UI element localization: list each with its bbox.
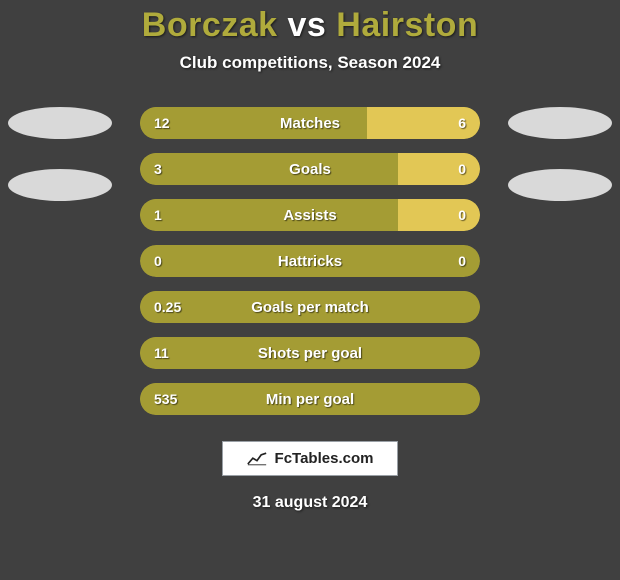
avatar-right-2 bbox=[508, 169, 612, 201]
stat-label: Goals per match bbox=[251, 291, 369, 323]
stat-row: 0 0 Hattricks bbox=[140, 245, 480, 277]
stat-fill-left bbox=[140, 199, 398, 231]
stat-row: 1 0 Assists bbox=[140, 199, 480, 231]
badge-text: FcTables.com bbox=[275, 450, 374, 467]
stat-value-right: 6 bbox=[458, 107, 466, 139]
source-badge: FcTables.com bbox=[222, 441, 399, 476]
stat-fill-right bbox=[398, 199, 480, 231]
title-vs: vs bbox=[288, 6, 327, 44]
stat-value-left: 3 bbox=[154, 153, 162, 185]
stat-row: 11 Shots per goal bbox=[140, 337, 480, 369]
title-right-name: Hairston bbox=[336, 6, 478, 44]
stat-label: Shots per goal bbox=[258, 337, 362, 369]
chart-icon bbox=[247, 452, 267, 466]
left-avatar-column bbox=[8, 107, 112, 201]
right-avatar-column bbox=[508, 107, 612, 201]
avatar-left-2 bbox=[8, 169, 112, 201]
stat-fill-right bbox=[398, 153, 480, 185]
stat-value-left: 11 bbox=[154, 337, 169, 369]
stat-label: Assists bbox=[283, 199, 336, 231]
stat-row: 3 0 Goals bbox=[140, 153, 480, 185]
stat-value-right: 0 bbox=[458, 245, 466, 277]
stat-label: Hattricks bbox=[278, 245, 342, 277]
avatar-left-1 bbox=[8, 107, 112, 139]
title-left-name: Borczak bbox=[142, 6, 278, 44]
stat-value-left: 0.25 bbox=[154, 291, 181, 323]
date-label: 31 august 2024 bbox=[253, 494, 368, 512]
subtitle: Club competitions, Season 2024 bbox=[180, 53, 441, 73]
stat-label: Goals bbox=[289, 153, 331, 185]
stat-row: 535 Min per goal bbox=[140, 383, 480, 415]
stat-label: Matches bbox=[280, 107, 340, 139]
avatar-right-1 bbox=[508, 107, 612, 139]
stat-value-left: 12 bbox=[154, 107, 170, 139]
content-wrapper: Borczak vs Hairston Club competitions, S… bbox=[0, 0, 620, 580]
page-title: Borczak vs Hairston bbox=[142, 6, 478, 45]
stat-value-left: 1 bbox=[154, 199, 162, 231]
stat-value-left: 535 bbox=[154, 383, 177, 415]
stats-area: 12 6 Matches 3 0 Goals 1 0 Assists 0 0 Hattricks 0.2… bbox=[0, 107, 620, 415]
stat-row: 12 6 Matches bbox=[140, 107, 480, 139]
stat-value-right: 0 bbox=[458, 199, 466, 231]
stat-fill-left bbox=[140, 153, 398, 185]
stat-value-left: 0 bbox=[154, 245, 162, 277]
stat-row: 0.25 Goals per match bbox=[140, 291, 480, 323]
stat-value-right: 0 bbox=[458, 153, 466, 185]
stat-label: Min per goal bbox=[266, 383, 354, 415]
stat-bars: 12 6 Matches 3 0 Goals 1 0 Assists 0 0 Hattricks 0.2… bbox=[140, 107, 480, 415]
